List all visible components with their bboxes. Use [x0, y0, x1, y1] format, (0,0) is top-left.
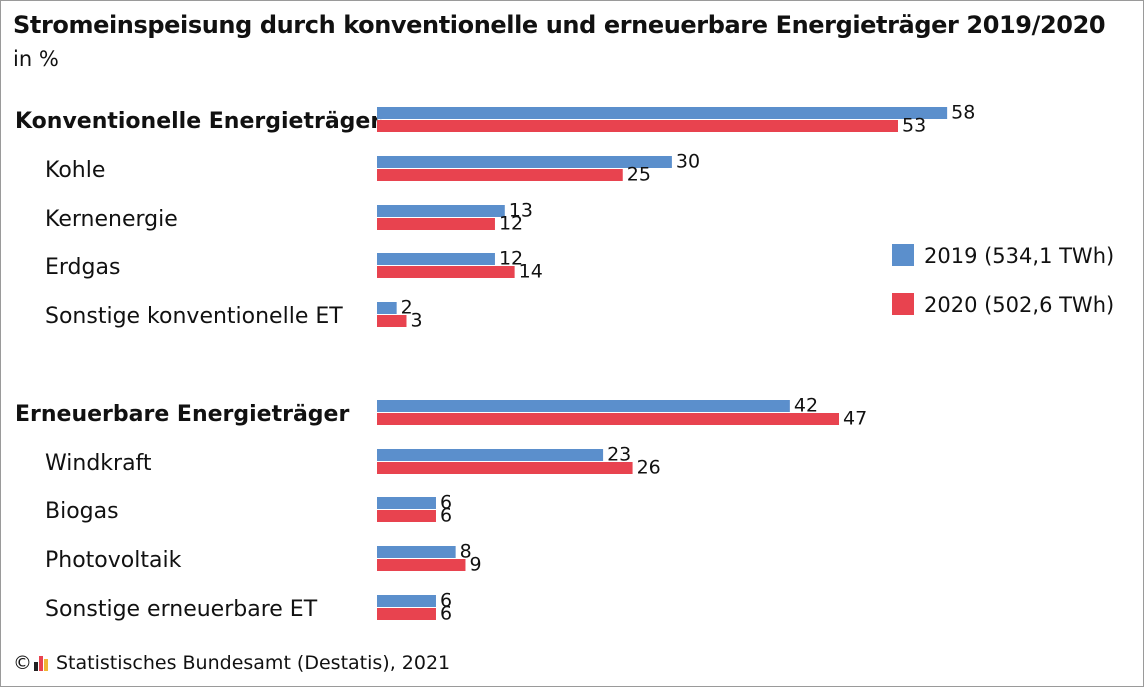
destatis-logo-icon [34, 655, 52, 671]
bar-2020 [377, 413, 840, 425]
chart-title: Stromeinspeisung durch konventionelle un… [13, 11, 1106, 39]
legend-swatch [892, 244, 914, 266]
data-label: 47 [843, 408, 867, 430]
category-label: Windkraft [45, 451, 152, 476]
bar-2019 [377, 595, 436, 607]
data-label: 13 [509, 200, 533, 222]
bar-2019 [377, 302, 397, 314]
category-label: Sonstige erneuerbare ET [45, 597, 318, 622]
data-label: 26 [637, 457, 661, 479]
data-label: 30 [676, 151, 700, 173]
bar-2020 [377, 608, 436, 620]
data-label: 12 [499, 248, 523, 270]
bar-2019 [377, 205, 505, 217]
data-label: 2 [401, 297, 413, 319]
data-label: 8 [460, 541, 472, 563]
bar-2019 [377, 107, 948, 119]
bar-2020 [377, 559, 466, 571]
bar-2020 [377, 462, 633, 474]
data-label: 23 [607, 444, 631, 466]
legend-label: 2020 (502,6 TWh) [924, 293, 1114, 317]
source-line: © Statistisches Bundesamt (Destatis), 20… [13, 652, 450, 674]
data-label: 9 [469, 554, 481, 576]
data-label: 53 [902, 115, 926, 137]
data-label: 12 [499, 213, 523, 235]
bar-2019 [377, 497, 436, 509]
bar-2020 [377, 120, 898, 132]
data-label: 42 [794, 395, 818, 417]
data-label: 3 [410, 310, 422, 332]
category-label: Erdgas [45, 255, 120, 280]
data-label: 6 [440, 603, 452, 625]
bar-2020 [377, 169, 623, 181]
bar-2019 [377, 400, 790, 412]
bar-2019 [377, 156, 672, 168]
bar-2020 [377, 510, 436, 522]
bar-2020 [377, 315, 407, 327]
category-label: Erneuerbare Energieträger [15, 402, 349, 427]
bar-2019 [377, 253, 495, 265]
copyright-icon: © [13, 652, 32, 674]
data-label: 6 [440, 492, 452, 514]
chart-subtitle: in % [13, 47, 59, 71]
data-label: 58 [951, 102, 975, 124]
data-label: 6 [440, 505, 452, 527]
bar-2019 [377, 449, 604, 461]
data-label: 6 [440, 590, 452, 612]
source-text: Statistisches Bundesamt (Destatis), 2021 [56, 652, 451, 674]
category-label: Biogas [45, 499, 119, 524]
bar-2020 [377, 218, 495, 230]
category-label: Photovoltaik [45, 548, 182, 573]
category-label: Konventionelle Energieträger [15, 109, 381, 134]
legend-label: 2019 (534,1 TWh) [924, 244, 1114, 268]
category-label: Sonstige konventionelle ET [45, 304, 343, 329]
data-label: 14 [519, 261, 543, 283]
bar-2020 [377, 266, 515, 278]
category-label: Kohle [45, 158, 105, 183]
category-label: Kernenergie [45, 207, 178, 232]
bar-2019 [377, 546, 456, 558]
legend-swatch [892, 293, 914, 315]
data-label: 25 [627, 164, 651, 186]
